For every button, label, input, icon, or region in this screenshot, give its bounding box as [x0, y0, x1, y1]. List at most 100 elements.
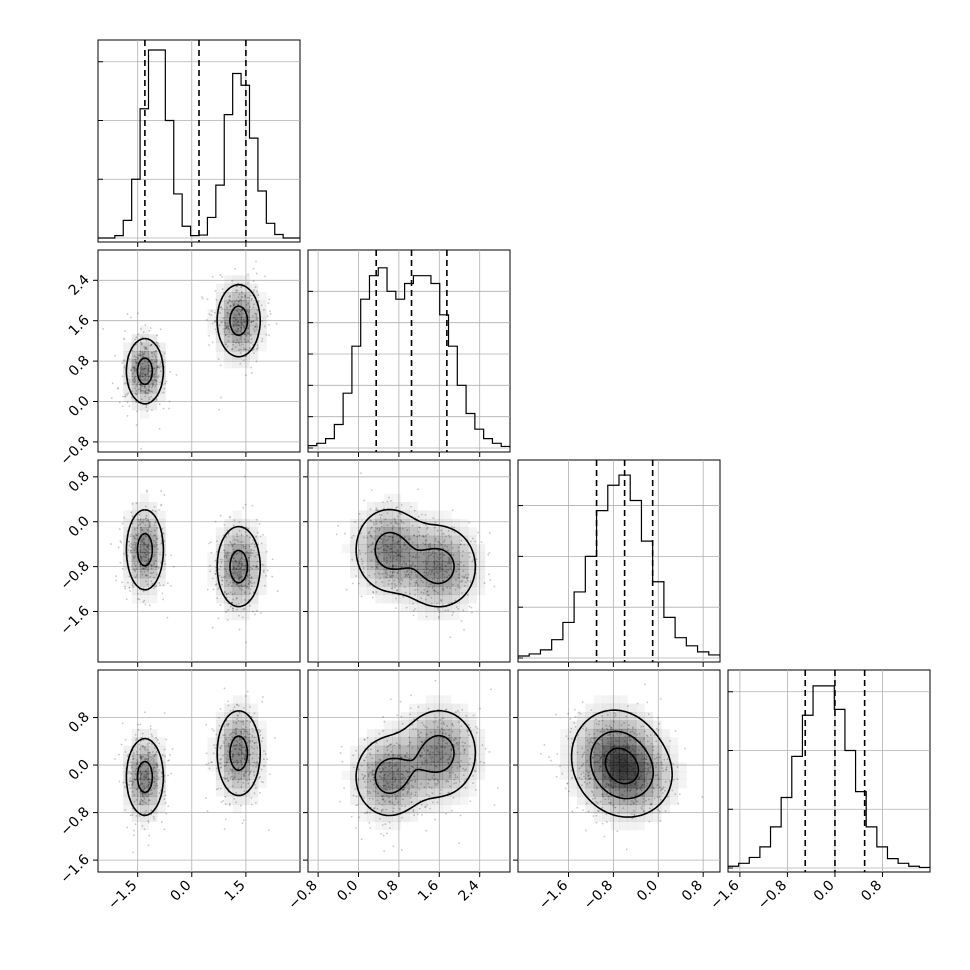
- scatter-point: [448, 755, 451, 758]
- scatter-point: [249, 772, 251, 775]
- scatter-point: [404, 755, 406, 757]
- scatter-point: [225, 757, 228, 760]
- density-cell: [249, 762, 259, 772]
- scatter-point: [633, 813, 636, 816]
- density-cell: [451, 518, 460, 528]
- scatter-point: [443, 723, 446, 726]
- density-cell: [434, 712, 444, 721]
- scatter-point: [362, 567, 365, 569]
- scatter-point: [427, 574, 429, 576]
- density-cell: [619, 787, 628, 797]
- density-cell: [123, 393, 133, 402]
- scatter-point: [144, 386, 146, 388]
- scatter-point: [228, 575, 231, 578]
- scatter-point: [152, 815, 155, 818]
- scatter-point: [642, 810, 645, 812]
- scatter-point: [156, 334, 158, 337]
- density-cell: [669, 796, 679, 806]
- density-cell: [375, 754, 385, 763]
- scatter-point: [268, 334, 270, 337]
- scatter-point: [249, 592, 251, 595]
- scatter-point: [226, 780, 229, 782]
- scatter-point: [413, 534, 416, 537]
- scatter-point: [364, 774, 366, 777]
- scatter-point: [398, 527, 401, 530]
- scatter-point: [144, 551, 147, 554]
- scatter-point: [409, 757, 412, 760]
- scatter-point: [237, 766, 240, 769]
- density-cell: [241, 317, 250, 327]
- scatter-point: [599, 766, 601, 768]
- scatter-point: [433, 563, 436, 566]
- scatter-point: [232, 761, 235, 763]
- scatter-point: [242, 707, 245, 709]
- scatter-point: [145, 404, 148, 407]
- scatter-point: [142, 538, 145, 540]
- scatter-point: [387, 753, 390, 755]
- scatter-point: [256, 553, 259, 556]
- scatter-point: [141, 336, 144, 339]
- scatter-point: [141, 529, 144, 532]
- scatter-point: [147, 361, 149, 363]
- scatter-point: [261, 737, 264, 739]
- scatter-point: [227, 573, 230, 576]
- scatter-point: [423, 757, 426, 760]
- scatter-point: [341, 760, 344, 763]
- scatter-point: [250, 803, 253, 806]
- scatter-point: [367, 773, 370, 776]
- scatter-point: [623, 799, 625, 802]
- scatter-point: [436, 760, 439, 763]
- scatter-point: [469, 540, 472, 543]
- scatter-point: [156, 766, 159, 769]
- scatter-point: [244, 503, 247, 506]
- scatter-point: [133, 366, 135, 368]
- scatter-point: [586, 783, 589, 785]
- scatter-point: [464, 573, 467, 576]
- panel-frame: [97, 459, 301, 663]
- scatter-point: [233, 320, 236, 323]
- scatter-point: [422, 724, 425, 727]
- scatter-point: [237, 720, 240, 723]
- scatter-point: [392, 772, 395, 775]
- scatter-point: [385, 556, 388, 559]
- scatter-point: [227, 328, 229, 330]
- scatter-point: [433, 572, 436, 575]
- scatter-point: [226, 312, 229, 314]
- scatter-point: [133, 541, 136, 544]
- scatter-point: [370, 520, 373, 523]
- density-cell: [476, 745, 486, 755]
- scatter-point: [225, 723, 228, 726]
- scatter-point: [392, 536, 394, 539]
- density-cell: [627, 737, 637, 747]
- scatter-point: [235, 331, 238, 334]
- scatter-point: [363, 759, 365, 762]
- scatter-point: [230, 333, 233, 336]
- scatter-point: [469, 800, 472, 803]
- scatter-point: [234, 570, 237, 573]
- scatter-point: [137, 729, 140, 731]
- density-cell: [215, 351, 225, 360]
- scatter-point: [220, 579, 223, 582]
- density-cell: [627, 745, 637, 755]
- density-cell: [417, 510, 427, 520]
- scatter-point: [241, 588, 244, 591]
- density-cell: [392, 779, 401, 789]
- scatter-point: [129, 550, 132, 553]
- scatter-point: [356, 804, 359, 806]
- scatter-point: [220, 306, 223, 308]
- scatter-point: [124, 585, 126, 588]
- density-cell: [467, 527, 477, 537]
- scatter-point: [220, 758, 223, 760]
- scatter-point: [237, 580, 240, 583]
- scatter-point: [166, 582, 169, 585]
- scatter-point: [382, 715, 384, 718]
- scatter-point: [599, 765, 601, 768]
- scatter-point: [247, 552, 250, 555]
- scatter-point: [379, 785, 382, 788]
- scatter-point: [378, 547, 381, 550]
- scatter-point: [139, 375, 142, 377]
- scatter-point: [609, 802, 612, 805]
- density-cell: [627, 804, 637, 814]
- scatter-point: [438, 550, 441, 552]
- scatter-point: [148, 370, 151, 373]
